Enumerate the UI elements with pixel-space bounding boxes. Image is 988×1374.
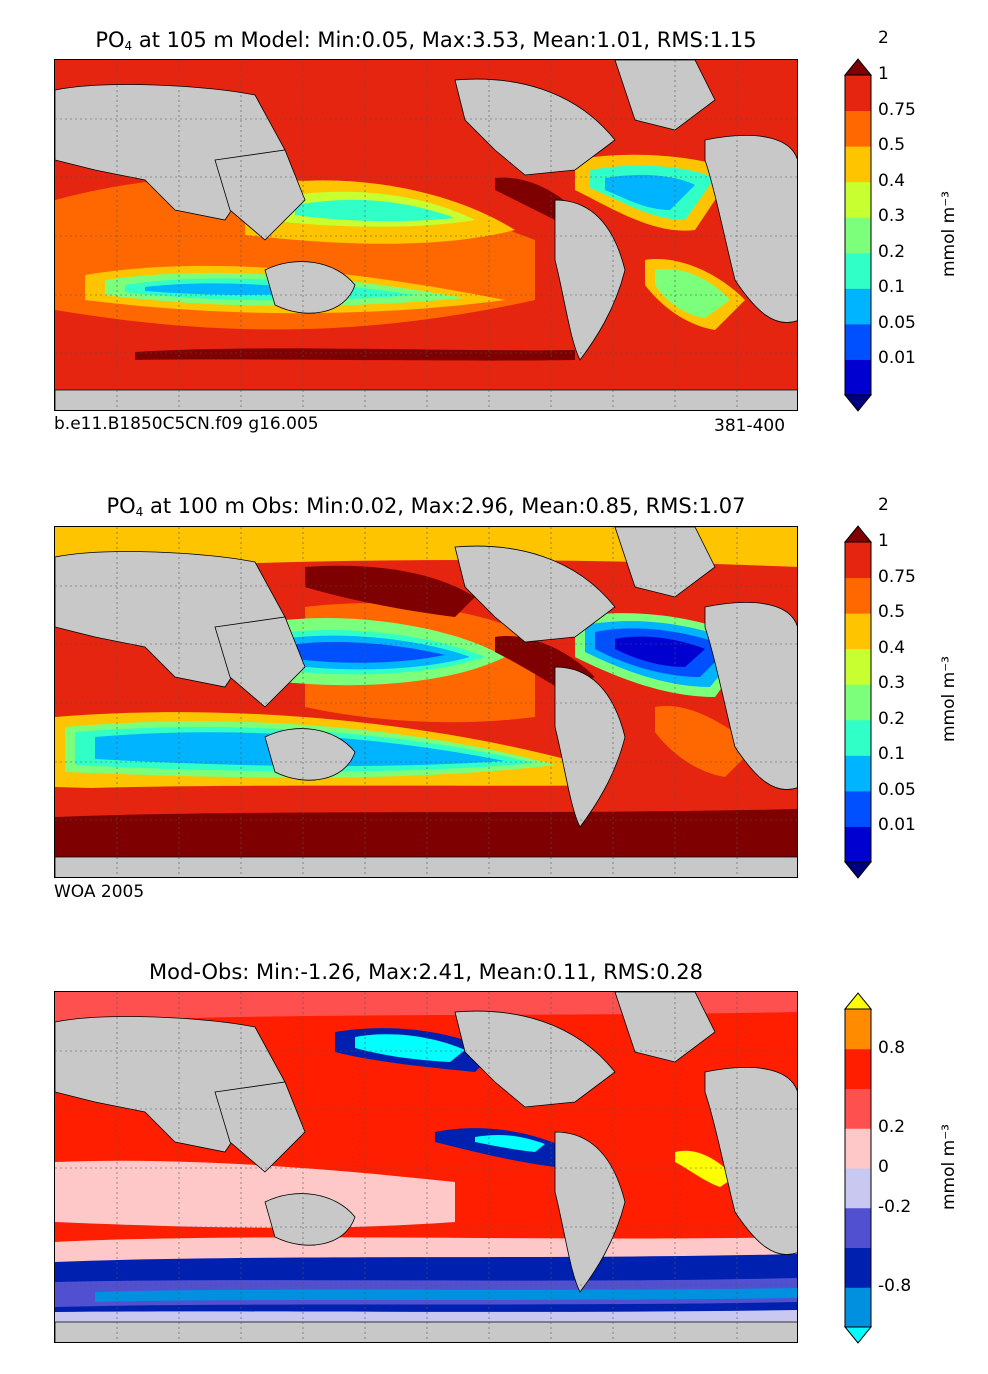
colorbar-tick-label: 0.5: [878, 135, 906, 156]
colorbar-segment: [845, 826, 871, 863]
colorbar-tick-label: 0.05: [878, 312, 916, 333]
colorbar-tick-label: 0.2: [878, 241, 906, 262]
colorbar-obs-svg: [843, 525, 873, 879]
colorbar-segment: [845, 755, 871, 792]
colorbar-segment: [845, 1128, 871, 1169]
colorbar-segment: [845, 684, 871, 721]
colorbar-tick-label: 0: [878, 1157, 889, 1177]
footnote-left: b.e11.B1850C5CN.f09 g16.005: [54, 414, 319, 434]
colorbar-tick-label: -0.8: [878, 1276, 912, 1297]
model-map-svg: [55, 60, 797, 410]
colorbar-extend-min: [843, 1326, 873, 1344]
colorbar-tick-label: 1: [878, 64, 889, 84]
footnote-right: 381-400: [714, 416, 786, 436]
panel-title: PO4 at 105 m Model: Min:0.05, Max:3.53, …: [0, 28, 852, 53]
colorbar-segment: [845, 790, 871, 827]
colorbar-tick-label: 0.2: [878, 708, 906, 729]
colorbar-tick-label: 0.01: [878, 348, 916, 369]
colorbar-tick-label: 0.05: [878, 779, 916, 800]
colorbar-tick-label: 0.8: [878, 1037, 906, 1058]
colorbar-segment: [845, 542, 871, 579]
title-species: PO: [95, 28, 125, 52]
panel-title: Mod-Obs: Min:-1.26, Max:2.41, Mean:0.11,…: [149, 960, 703, 984]
colorbar-segment: [845, 146, 871, 183]
colorbar-tick-label: -0.2: [878, 1196, 912, 1217]
obs-map-svg: [55, 527, 797, 877]
colorbar-tick-label: 2: [878, 28, 889, 49]
colorbar-frame: [844, 541, 872, 863]
colorbar-segment: [845, 217, 871, 254]
colorbar-extend-max: [843, 992, 873, 1010]
colorbar-model-svg: [843, 58, 873, 412]
colorbar-segment: [845, 1088, 871, 1129]
colorbar-segment: [845, 577, 871, 614]
title-species: PO: [106, 494, 136, 518]
colorbar-tick-label: 2: [878, 495, 889, 516]
colorbar-segment: [845, 1168, 871, 1209]
title-subscript: 4: [135, 505, 144, 519]
colorbar-tick-label: 0.75: [878, 566, 916, 587]
colorbar-obs: [843, 525, 873, 879]
colorbar-segment: [845, 719, 871, 756]
colorbar-segment: [845, 75, 871, 112]
colorbar-diff: [843, 992, 873, 1344]
colorbar-segment: [845, 648, 871, 685]
title-rest: at 100 m Obs: Min:0.02, Max:2.96, Mean:0…: [143, 494, 746, 518]
colorbar-tick-label: 0.3: [878, 206, 906, 227]
colorbar-segment: [845, 110, 871, 147]
colorbar-diff-svg: [843, 992, 873, 1344]
panel-obs: PO4 at 100 m Obs: Min:0.02, Max:2.96, Me…: [0, 494, 959, 902]
colorbar-segment: [845, 1207, 871, 1248]
colorbar-segment: [845, 288, 871, 325]
colorbar-frame: [844, 74, 872, 396]
panel-model: PO4 at 105 m Model: Min:0.05, Max:3.53, …: [0, 0, 988, 450]
colorbar-tick-label: 0.4: [878, 637, 906, 658]
colorbar-tick-label: 0.2: [878, 1117, 906, 1138]
colorbar-tick-label: 0.75: [878, 99, 916, 120]
colorbar-segment: [845, 1009, 871, 1050]
panel-title: PO4 at 100 m Obs: Min:0.02, Max:2.96, Me…: [0, 494, 852, 519]
title-rest: at 105 m Model: Min:0.05, Max:3.53, Mean…: [132, 28, 757, 52]
colorbar-segment: [845, 252, 871, 289]
title-subscript: 4: [124, 39, 133, 53]
colorbar-segment: [845, 1048, 871, 1089]
colorbar-segment: [845, 1287, 871, 1328]
colorbar-segment: [845, 359, 871, 396]
colorbar-tick-label: 0.1: [878, 277, 906, 298]
colorbar-tick-label: 0.4: [878, 170, 906, 191]
model-map: [54, 59, 798, 411]
diff-map: [54, 991, 798, 1343]
diff-map-svg: [55, 992, 797, 1342]
colorbar-tick-label: 1: [878, 531, 889, 551]
colorbar-segment: [845, 613, 871, 650]
colorbar-unit: mmol m⁻³: [939, 1124, 959, 1210]
colorbar-tick-label: 0.5: [878, 602, 906, 623]
colorbar-tick-label: 0.3: [878, 673, 906, 694]
colorbar-segment: [845, 323, 871, 360]
colorbar-tick-label: 0.1: [878, 744, 906, 765]
colorbar-tick-label: 0.01: [878, 815, 916, 836]
colorbar-segment: [845, 181, 871, 218]
footnote-left: WOA 2005: [54, 882, 145, 902]
obs-map: [54, 526, 798, 878]
colorbar-frame: [844, 1008, 872, 1328]
colorbar-model: [843, 58, 873, 412]
colorbar-segment: [845, 1247, 871, 1288]
